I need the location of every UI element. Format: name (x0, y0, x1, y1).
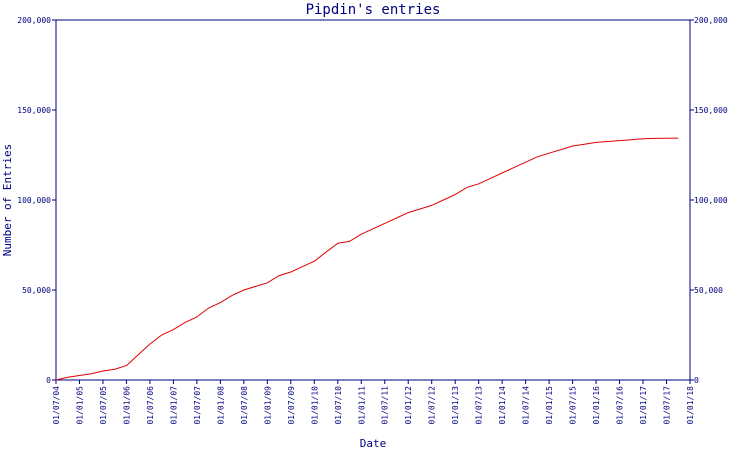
x-tick-label: 01/07/04 (52, 386, 61, 425)
x-tick-label: 01/07/05 (99, 386, 108, 425)
x-tick-label: 01/01/08 (216, 386, 225, 425)
y-tick-label-right: 50,000 (694, 286, 723, 295)
y-tick-label-left: 150,000 (17, 106, 51, 115)
y-axis-left: 0 50,000 100,000 150,000 200,000 (17, 16, 56, 385)
x-tick-label: 01/07/09 (287, 386, 296, 425)
x-tick-label: 01/07/17 (663, 386, 672, 425)
y-tick-label-right: 150,000 (694, 106, 728, 115)
x-axis-label: Date (360, 437, 387, 450)
x-tick-label: 01/01/14 (498, 386, 507, 425)
x-tick-label: 01/01/06 (122, 386, 131, 425)
x-tick-label: 01/01/11 (357, 386, 366, 425)
x-tick-label: 01/01/05 (75, 386, 84, 425)
y-tick-label-right: 0 (694, 376, 699, 385)
x-tick-label: 01/01/15 (545, 386, 554, 425)
x-tick-label: 01/07/08 (240, 386, 249, 425)
x-tick-label: 01/01/16 (592, 386, 601, 425)
x-tick-label: 01/07/10 (334, 386, 343, 425)
x-tick-label: 01/01/17 (639, 386, 648, 425)
y-axis-right: 0 50,000 100,000 150,000 200,000 (690, 16, 728, 385)
x-tick-label: 01/01/07 (169, 386, 178, 425)
x-tick-label: 01/01/18 (686, 386, 695, 425)
x-tick-label: 01/07/14 (522, 386, 531, 425)
y-tick-label-left: 0 (46, 376, 51, 385)
y-tick-label-left: 50,000 (22, 286, 51, 295)
x-tick-label: 01/07/13 (475, 386, 484, 425)
chart-title: Pipdin's entries (306, 2, 441, 18)
x-axis: 01/07/04 01/01/05 01/07/05 01/01/06 01/07/06… (52, 380, 695, 425)
x-tick-label: 01/01/12 (404, 386, 413, 425)
x-tick-label: 01/01/13 (451, 386, 460, 425)
x-tick-label: 01/07/12 (428, 386, 437, 425)
x-tick-label: 01/01/09 (263, 386, 272, 425)
x-tick-label: 01/07/07 (193, 386, 202, 425)
y-tick-label-left: 200,000 (17, 16, 51, 25)
x-tick-label: 01/07/16 (616, 386, 625, 425)
x-tick-label: 01/07/06 (146, 386, 155, 425)
x-tick-label: 01/07/11 (381, 386, 390, 425)
y-tick-label-left: 100,000 (17, 196, 51, 205)
y-axis-label: Number of Entries (1, 144, 14, 257)
x-tick-label: 01/01/10 (310, 386, 319, 425)
y-tick-label-right: 200,000 (694, 16, 728, 25)
plot-area-frame (55, 19, 691, 381)
x-tick-label: 01/07/15 (569, 386, 578, 425)
y-tick-label-right: 100,000 (694, 196, 728, 205)
series-line-entries (55, 137, 679, 381)
